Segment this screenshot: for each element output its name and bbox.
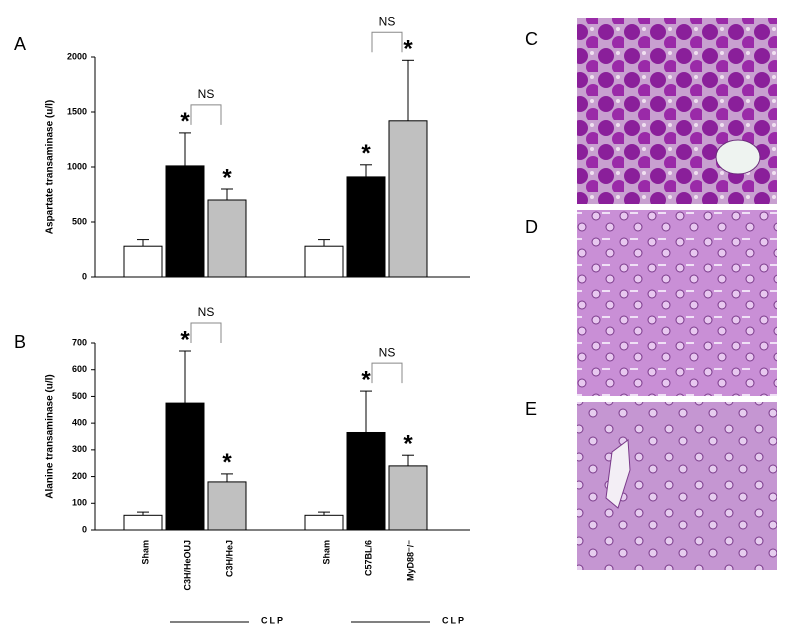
group-label: CLP [261,615,285,625]
significance-star: * [361,366,371,393]
significance-star: * [361,140,371,167]
panel-label: D [525,217,538,237]
bar [304,514,344,531]
x-tick-label: C3H/HeOUJ [182,540,192,591]
bar [123,245,163,278]
x-tick-label: MyD88⁻/⁻ [405,540,415,581]
bar [165,165,205,278]
vessel [605,439,631,509]
x-tick-label: Sham [321,540,331,565]
ns-bracket [190,322,222,344]
y-tick-label: 700 [72,337,87,347]
y-tick-label: 2000 [67,51,87,61]
y-tick-label: 300 [72,444,87,454]
x-tick-label: Sham [140,540,150,565]
y-tick-label: 200 [72,471,87,481]
bar [346,431,386,531]
ns-bracket [190,104,222,125]
bar [165,402,205,531]
significance-star: * [180,108,190,135]
significance-star: * [180,326,190,353]
bar [346,176,386,278]
histology-image [577,402,777,570]
y-tick-label: 600 [72,364,87,374]
y-tick-label: 1000 [67,161,87,171]
ns-bracket [371,362,403,384]
y-tick-label: 1500 [67,106,87,116]
vessel [715,139,761,175]
y-axis-label: Alanine transaminase (u/l) [45,374,56,498]
significance-star: * [403,36,413,63]
bar [123,514,163,531]
significance-star: * [222,449,232,476]
y-tick-label: 0 [82,524,87,534]
bar [388,120,428,278]
significance-star: * [403,431,413,458]
bar [207,199,247,278]
x-tick-label: C57BL/6 [363,540,373,576]
panel-label: E [525,399,537,419]
ns-bracket [371,31,403,53]
y-tick-label: 400 [72,418,87,428]
y-tick-label: 100 [72,498,87,508]
histology-image [577,210,777,396]
ns-label: NS [379,14,396,28]
significance-star: * [222,164,232,191]
ns-label: NS [198,87,215,101]
y-tick-label: 500 [72,391,87,401]
panel-label: C [525,29,538,49]
panel-label: B [14,332,26,352]
bar [388,465,428,531]
y-tick-label: 500 [72,216,87,226]
x-tick-label: C3H/HeJ [224,540,234,577]
group-label: CLP [442,615,466,625]
bar [207,481,247,531]
ns-label: NS [379,345,396,359]
y-tick-label: 0 [82,271,87,281]
bar [304,245,344,278]
panel-label: A [14,34,26,54]
ns-label: NS [198,305,215,319]
histology-image [577,18,777,204]
y-axis-label: Aspartate transaminase (u/l) [45,100,56,235]
